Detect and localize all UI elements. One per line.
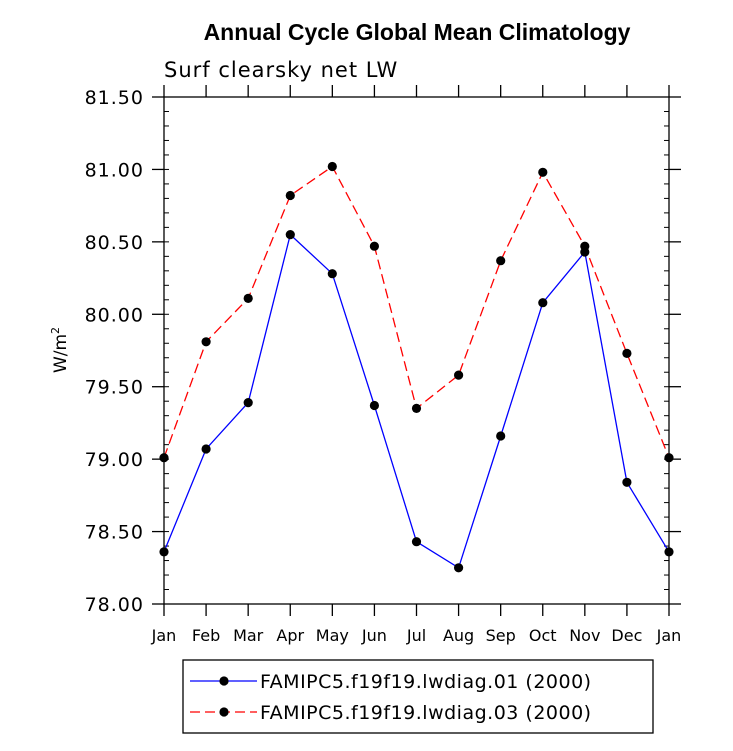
x-tick-label: Apr — [276, 626, 304, 645]
x-tick-label: May — [316, 626, 349, 645]
series-2-point — [159, 453, 169, 463]
series-2-point — [622, 348, 632, 358]
series-1-point — [496, 431, 506, 441]
series-2-point — [580, 241, 590, 251]
x-tick-label: Feb — [192, 626, 220, 645]
series-1-point — [285, 230, 295, 240]
y-tick-label: 80.00 — [85, 304, 144, 326]
y-tick-label: 79.50 — [85, 377, 144, 399]
series-line-1 — [163, 233, 670, 569]
legend-marker-series-1 — [219, 676, 229, 686]
series-2-point — [496, 256, 506, 266]
series-1-point — [664, 547, 674, 557]
chart-title: Annual Cycle Global Mean Climatology — [204, 19, 631, 45]
x-tick-label: Dec — [611, 626, 642, 645]
legend: FAMIPC5.f19f19.lwdiag.01 (2000) FAMIPC5.… — [182, 659, 654, 734]
x-tick-label: Aug — [443, 626, 474, 645]
y-tick-label: 81.00 — [85, 159, 144, 181]
series-1-point — [369, 400, 379, 411]
x-tick-label: Mar — [233, 626, 264, 645]
y-tick-label: 81.50 — [85, 87, 144, 109]
series-1-point — [327, 269, 337, 279]
series-layer — [159, 161, 674, 573]
y-axis-ticks: 78.00 78.50 79.00 79.50 80.00 80.50 81.00 81.50 — [85, 87, 681, 616]
x-tick-label: Sep — [486, 626, 516, 645]
x-tick-label: Jun — [361, 626, 387, 645]
series-2-point — [454, 370, 464, 380]
x-tick-label: Oct — [529, 626, 557, 645]
series-2-point — [664, 453, 674, 463]
series-2-point — [243, 293, 253, 303]
series-1-point — [538, 298, 548, 308]
series-1-point — [622, 477, 632, 487]
x-tick-label: Jan — [151, 626, 177, 645]
x-tick-label: Jan — [656, 626, 682, 645]
series-line-2 — [163, 165, 670, 458]
series-1-point — [411, 537, 422, 547]
series-1-point — [243, 398, 253, 408]
y-tick-label: 78.50 — [85, 522, 144, 544]
series-1-point — [201, 444, 211, 454]
x-axis-ticks: Jan Feb Mar Apr May Jun Jul Aug Sep Oct Nov Dec Jan — [151, 85, 682, 645]
series-2-point — [369, 241, 379, 251]
y-tick-label: 79.00 — [85, 449, 144, 471]
x-tick-label: Jul — [406, 626, 426, 645]
y-tick-label: 80.50 — [85, 232, 144, 254]
legend-label-series-2: FAMIPC5.f19f19.lwdiag.03 (2000) — [260, 702, 592, 724]
y-tick-label: 78.00 — [85, 594, 144, 616]
x-tick-label: Nov — [569, 626, 600, 645]
chart-subtitle: Surf clearsky net LW — [164, 58, 398, 82]
series-1-point — [454, 563, 464, 573]
series-2-point — [327, 161, 337, 172]
legend-box — [182, 659, 654, 734]
y-axis-label: W/m2 — [49, 327, 71, 373]
series-2-point — [201, 337, 211, 347]
legend-marker-series-2 — [219, 707, 229, 717]
plot-frame — [163, 96, 670, 605]
series-2-point — [285, 190, 295, 201]
series-2-point — [538, 167, 548, 177]
legend-label-series-1: FAMIPC5.f19f19.lwdiag.01 (2000) — [260, 671, 592, 693]
series-2-point — [411, 403, 422, 413]
series-1-point — [159, 547, 169, 557]
